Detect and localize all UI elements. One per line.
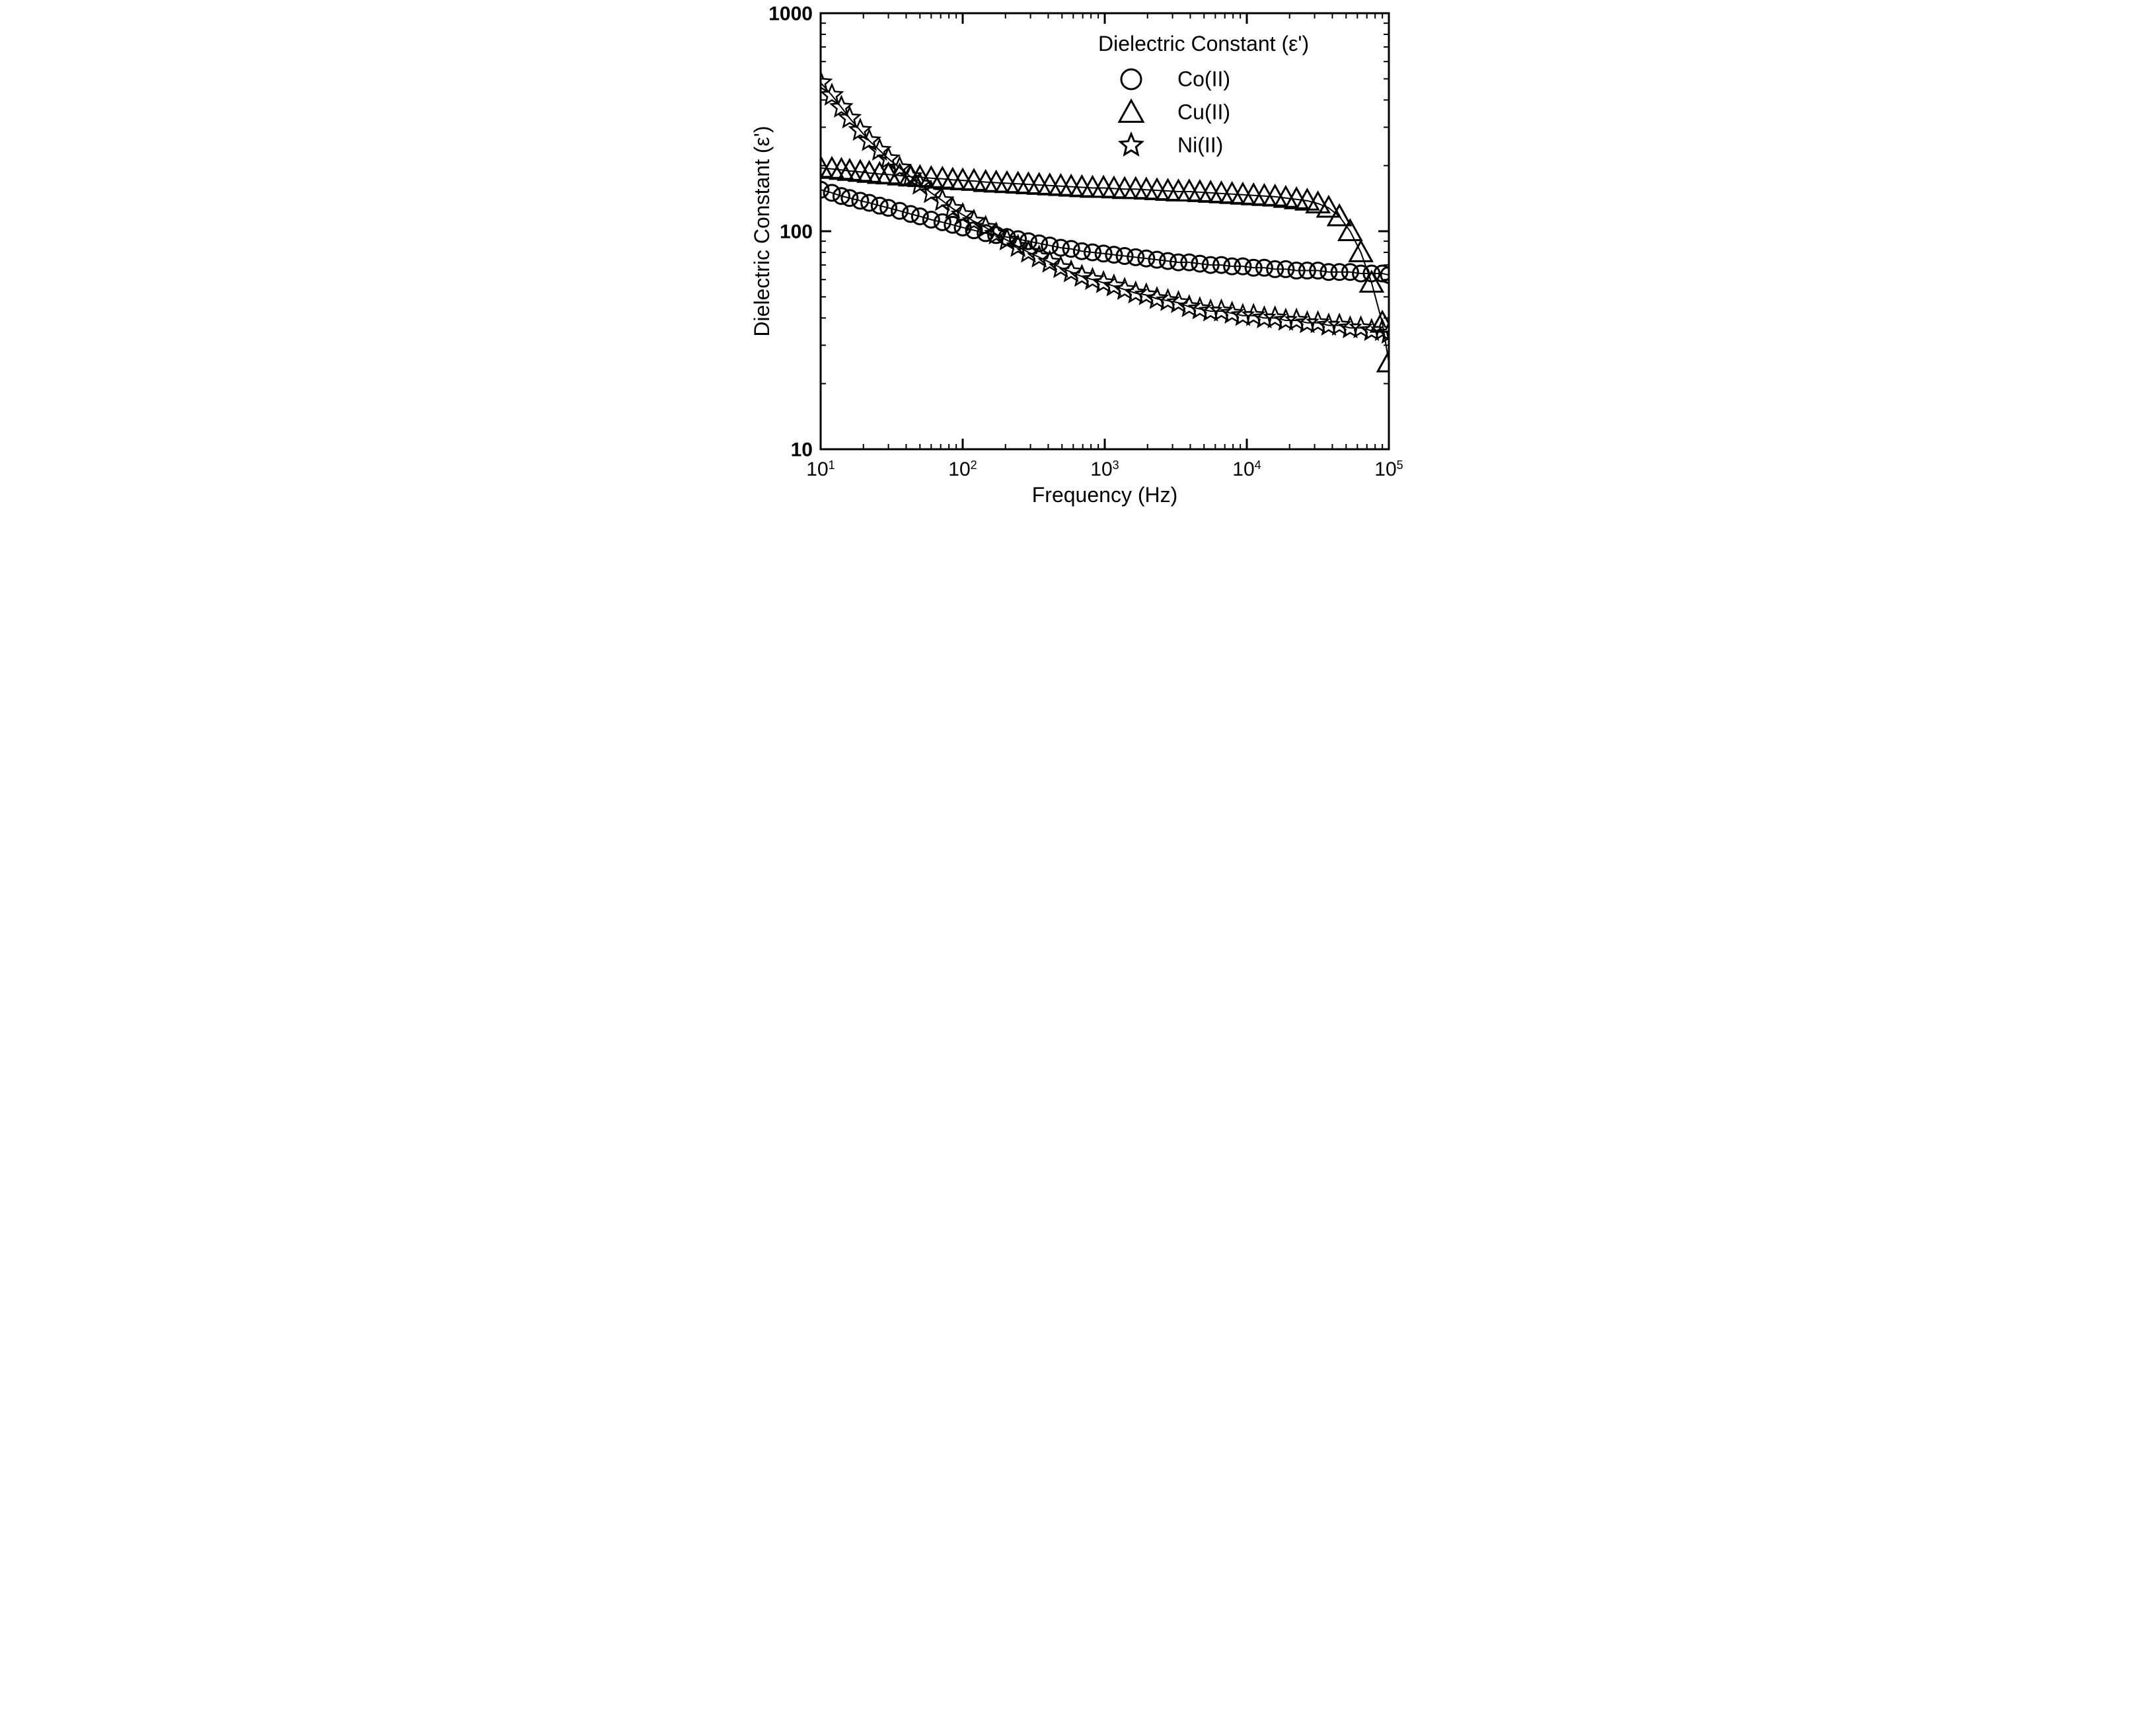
- legend: Dielectric Constant (ε') Co(II) Cu(II) Ni(I…: [1098, 32, 1309, 157]
- x-tick-label: 105: [1374, 458, 1403, 480]
- plot-frame: [821, 13, 1389, 449]
- chart-svg: 101 102 103 104 105 10 100 1000 Frequency (Hz) Di…: [748, 0, 1409, 526]
- y-axis-label: Dielectric Constant (ε'): [750, 126, 774, 336]
- legend-item-label: Co(II): [1177, 67, 1230, 91]
- x-tick-label: 101: [806, 458, 835, 480]
- legend-item-label: Cu(II): [1177, 100, 1230, 124]
- legend-title: Dielectric Constant (ε'): [1098, 32, 1309, 55]
- y-tick-label: 100: [779, 221, 812, 243]
- x-axis-label: Frequency (Hz): [1031, 483, 1177, 507]
- legend-item-label: Ni(II): [1177, 133, 1223, 157]
- x-tick-label: 102: [948, 458, 977, 480]
- x-tick-label: 104: [1232, 458, 1261, 480]
- y-tick-label: 1000: [768, 3, 813, 25]
- y-tick-label: 10: [790, 439, 812, 461]
- series-group: [809, 72, 1400, 371]
- dielectric-chart: 101 102 103 104 105 10 100 1000 Frequency (Hz) Di…: [748, 0, 1409, 526]
- x-tick-label: 103: [1090, 458, 1119, 480]
